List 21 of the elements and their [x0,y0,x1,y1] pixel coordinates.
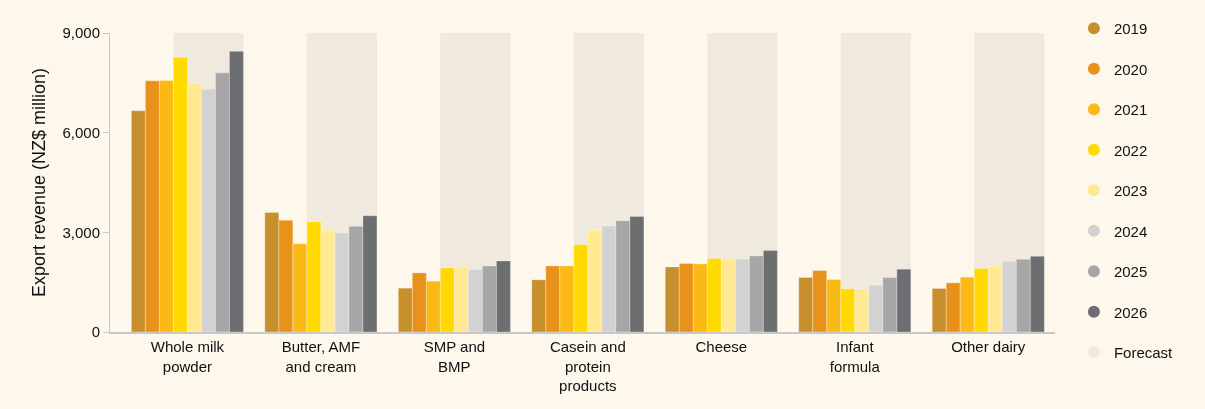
legend-label: 2026 [1113,303,1148,321]
x-tick-label: Casein and protein products [549,338,626,394]
x-tick-label: Butter, AMF and cream [281,338,361,375]
y-tick-label: 0 [91,323,100,341]
legend-label: 2019 [1113,20,1148,38]
x-tick-label: Other dairy [951,338,1026,355]
legend-label: Forecast [1113,344,1174,362]
legend-label: 2024 [1113,222,1148,240]
y-tick-label: 3,000 [62,223,100,241]
y-tick-label: 6,000 [62,123,100,141]
x-tick-label: Cheese [695,338,748,355]
legend-label: 2023 [1113,182,1148,200]
x-tick-label: Whole milk powder [150,338,225,375]
x-tick-label: Infant formula [829,338,881,375]
y-axis-title: Export revenue (NZ$ million) [28,67,49,298]
legend-label: 2020 [1113,60,1148,78]
legend-label: 2021 [1113,101,1148,119]
legend-label: 2025 [1113,263,1148,281]
y-tick-label: 9,000 [62,24,100,42]
legend-label: 2022 [1113,141,1148,159]
x-tick-label: SMP and BMP [423,338,486,375]
